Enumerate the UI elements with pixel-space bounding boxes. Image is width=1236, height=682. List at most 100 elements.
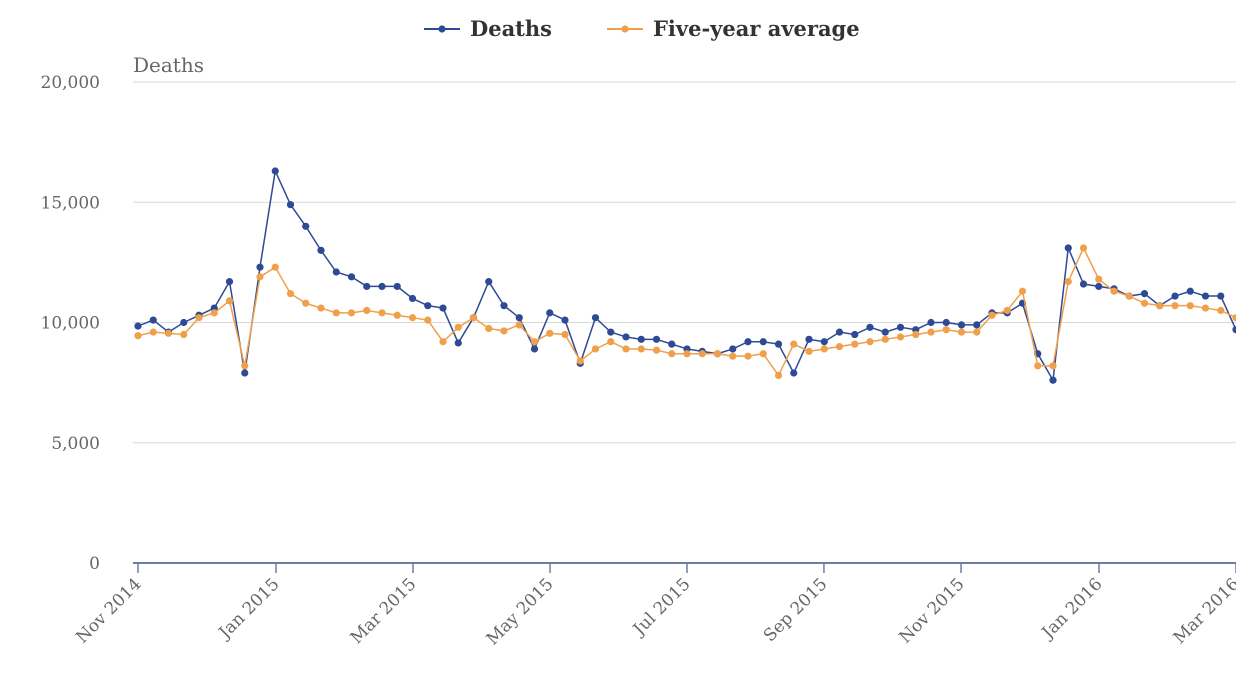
data-point bbox=[393, 282, 401, 291]
data-point bbox=[881, 335, 889, 343]
data-point bbox=[835, 328, 844, 336]
data-point bbox=[805, 335, 813, 343]
data-point bbox=[973, 328, 981, 336]
legend-item: Five-year average bbox=[607, 16, 860, 41]
data-point bbox=[1018, 287, 1027, 295]
data-point bbox=[607, 338, 615, 346]
legend-label: Five-year average bbox=[653, 16, 860, 41]
data-point bbox=[378, 282, 386, 291]
data-point bbox=[1171, 302, 1179, 310]
data-point bbox=[820, 345, 828, 353]
data-point bbox=[225, 278, 234, 286]
data-point bbox=[1125, 292, 1133, 300]
data-point bbox=[1217, 306, 1225, 315]
data-point bbox=[896, 323, 905, 331]
data-point bbox=[241, 369, 249, 377]
data-point bbox=[561, 316, 569, 324]
data-point bbox=[622, 345, 630, 353]
data-point bbox=[881, 328, 889, 336]
data-point bbox=[851, 340, 859, 348]
data-point bbox=[729, 345, 737, 353]
data-point bbox=[515, 314, 523, 322]
data-point bbox=[302, 222, 310, 230]
data-point bbox=[866, 338, 874, 346]
data-point bbox=[286, 290, 295, 298]
x-tick-label: Nov 2014 bbox=[72, 574, 145, 647]
data-point bbox=[1186, 302, 1194, 310]
data-point bbox=[729, 352, 737, 360]
data-point bbox=[790, 340, 798, 348]
data-point bbox=[271, 167, 279, 175]
data-point bbox=[1156, 302, 1164, 310]
data-point bbox=[530, 338, 539, 346]
data-point bbox=[225, 297, 234, 305]
data-point bbox=[1064, 278, 1072, 286]
data-point bbox=[485, 278, 493, 286]
data-point bbox=[378, 309, 386, 317]
data-point bbox=[774, 340, 783, 348]
data-point bbox=[363, 306, 371, 315]
data-point bbox=[759, 338, 767, 346]
data-point bbox=[347, 309, 356, 317]
data-point bbox=[820, 338, 828, 346]
data-point bbox=[515, 321, 523, 329]
data-point bbox=[1095, 275, 1103, 283]
data-point bbox=[485, 324, 493, 333]
data-point bbox=[652, 346, 661, 354]
x-tick-label: Jan 2016 bbox=[1037, 574, 1107, 644]
data-point bbox=[622, 333, 630, 341]
data-point bbox=[149, 328, 157, 336]
data-point bbox=[393, 311, 401, 319]
data-point bbox=[698, 350, 706, 358]
data-point bbox=[668, 340, 676, 348]
data-point bbox=[210, 309, 218, 317]
data-point bbox=[1064, 244, 1072, 252]
data-point bbox=[1003, 306, 1011, 315]
data-point bbox=[561, 330, 569, 339]
data-point bbox=[744, 338, 752, 346]
y-tick-label: 20,000 bbox=[41, 73, 100, 93]
data-point bbox=[134, 332, 142, 340]
y-tick-label: 15,000 bbox=[41, 193, 100, 213]
data-point bbox=[1049, 376, 1057, 384]
data-point bbox=[317, 246, 325, 254]
data-point bbox=[835, 342, 844, 351]
data-point bbox=[637, 335, 645, 343]
data-point bbox=[713, 350, 722, 358]
x-tick-label: Mar 2016 bbox=[1170, 574, 1236, 648]
data-point bbox=[683, 350, 691, 358]
data-point bbox=[866, 323, 874, 331]
data-point bbox=[744, 352, 752, 360]
data-point bbox=[500, 327, 508, 335]
data-point bbox=[790, 369, 798, 377]
data-point bbox=[896, 333, 905, 341]
data-point bbox=[408, 294, 417, 303]
data-point bbox=[195, 314, 203, 322]
x-tick-label: Nov 2015 bbox=[895, 574, 968, 647]
data-point bbox=[1140, 299, 1149, 307]
data-point bbox=[271, 263, 279, 271]
data-point bbox=[439, 338, 447, 346]
data-point bbox=[1034, 362, 1042, 370]
data-point bbox=[957, 328, 966, 336]
data-point bbox=[454, 339, 462, 347]
legend-item: Deaths bbox=[424, 16, 552, 41]
data-point bbox=[1079, 280, 1088, 288]
legend-marker bbox=[621, 25, 629, 33]
data-point bbox=[988, 311, 996, 319]
data-point bbox=[134, 322, 142, 330]
data-point bbox=[912, 330, 920, 339]
data-point bbox=[957, 321, 966, 329]
data-point bbox=[942, 326, 950, 334]
data-point bbox=[424, 316, 432, 324]
data-point bbox=[454, 323, 462, 331]
data-point bbox=[439, 304, 447, 312]
data-point bbox=[607, 328, 615, 336]
data-point bbox=[332, 268, 340, 276]
data-point bbox=[668, 350, 676, 358]
data-point bbox=[1110, 287, 1118, 295]
data-point bbox=[408, 314, 417, 322]
data-point bbox=[591, 345, 600, 353]
data-point bbox=[637, 345, 645, 353]
